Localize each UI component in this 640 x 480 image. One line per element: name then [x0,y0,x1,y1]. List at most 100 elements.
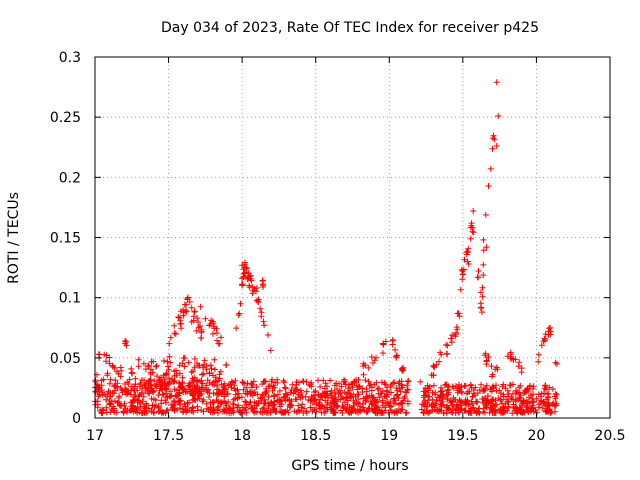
data-point [392,400,399,407]
data-point [155,392,162,399]
data-point [253,384,260,390]
data-point [345,385,352,392]
data-point [528,405,535,412]
data-point [165,381,172,388]
data-point [140,393,147,400]
data-point [202,315,209,322]
data-point [180,312,187,319]
data-point [230,407,237,414]
data-point [525,399,531,406]
data-point [538,342,545,349]
x-axis-label: GPS time / hours [291,458,408,474]
data-point [432,389,439,396]
data-point [113,409,120,416]
data-point [197,303,204,310]
data-point [201,357,208,364]
data-point [282,390,289,397]
data-point [493,364,500,371]
data-point [210,330,216,337]
data-point [234,395,241,402]
data-point [479,293,486,300]
data-point [379,399,386,406]
data-point [359,385,366,392]
data-point [307,404,314,411]
data-point [303,379,310,385]
data-point [281,384,288,391]
data-point [421,397,428,404]
data-point [288,387,295,393]
data-point [366,405,373,411]
data-point [453,331,459,338]
data-point [178,325,185,332]
data-point [437,397,443,404]
data-point [105,388,112,395]
data-point [292,385,299,392]
data-point [170,397,177,404]
data-point [380,409,387,416]
data-point [512,403,519,410]
data-point [211,356,218,363]
data-point [221,393,228,400]
data-point [165,366,172,373]
data-point [449,332,456,339]
data-point [524,386,530,393]
data-point [376,394,383,401]
data-point [188,369,195,376]
data-point [147,382,154,389]
data-point [360,371,367,378]
data-point [265,332,271,338]
data-point [179,360,186,367]
data-point [219,399,226,406]
data-point [286,396,293,403]
data-point [221,382,228,389]
data-point [461,382,468,389]
data-point [530,399,537,406]
data-point [284,407,291,414]
data-point [419,401,425,408]
data-point [239,379,246,386]
data-point [393,385,400,391]
data-point [131,397,138,404]
data-point [487,404,494,411]
data-point [166,340,173,347]
data-point [355,391,362,398]
data-point [319,390,326,397]
data-point [248,381,255,388]
data-point [122,381,128,387]
data-point [194,403,201,410]
data-point [106,380,113,387]
data-point [189,375,196,382]
data-point [400,367,407,373]
data-point [181,301,188,308]
data-point [478,381,484,388]
data-point [119,389,126,396]
data-point [183,388,190,395]
data-point [479,309,485,316]
data-point [242,259,248,266]
data-point [271,384,278,391]
data-point [177,317,184,324]
data-point [258,313,265,320]
data-point [400,397,407,404]
data-point [337,390,344,397]
data-point [487,165,494,172]
data-point [165,363,171,370]
data-point [135,356,142,363]
data-point [255,296,262,303]
data-point [228,384,235,391]
data-point [493,387,500,394]
data-point [156,376,163,383]
data-point [493,143,500,149]
data-point [461,256,468,263]
data-point [490,383,497,390]
data-point [397,408,404,415]
data-point [176,370,183,377]
data-point [278,408,285,415]
data-point [199,398,206,405]
data-point [303,388,310,395]
data-point [267,347,274,354]
data-point [198,407,205,413]
data-point [168,376,175,383]
data-point [206,394,212,400]
